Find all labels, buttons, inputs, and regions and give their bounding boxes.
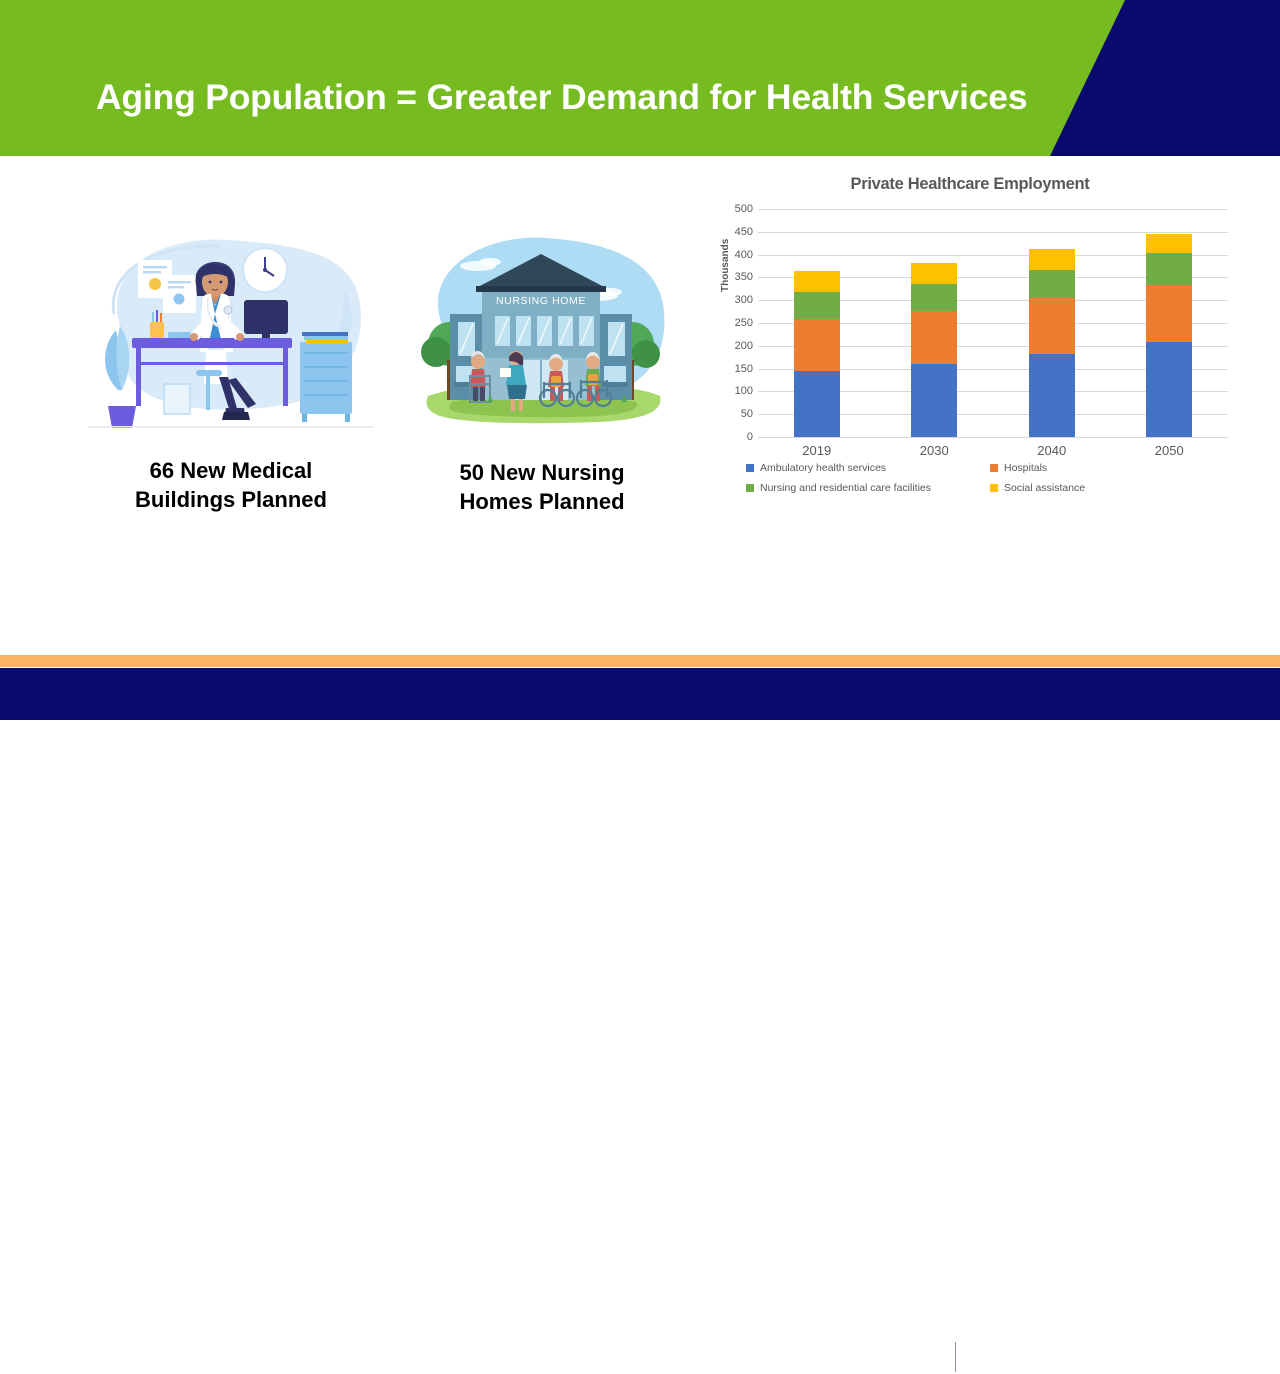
semcog-tagline: SOUTHEAST MICHIGAN COUNCIL OF GOVERNMENT… <box>970 1351 1232 1363</box>
chart-bar-segment[interactable] <box>1028 354 1075 437</box>
chart-bar-group[interactable] <box>1146 233 1193 437</box>
chart-gridline: 200 <box>735 340 1228 352</box>
slide-header: Aging Population = Greater Demand for He… <box>0 0 1280 156</box>
doctor-at-desk-icon <box>88 239 374 428</box>
legend-color-swatch <box>990 464 998 472</box>
nursing-home-building-icon: NURSING HOME <box>421 237 665 424</box>
semcog-logo: SEMCOG SOUTHEAST MICHIGAN COUNCIL OF GOV… <box>846 1340 1231 1374</box>
nursing-home-sign-text: NURSING HOME <box>496 295 586 307</box>
chart-gridline: 150 <box>735 363 1228 375</box>
logo-divider <box>955 1342 957 1372</box>
chart-bar-segment[interactable] <box>1146 253 1193 286</box>
chart-bar-segment[interactable] <box>1146 285 1193 343</box>
legend-label: Hospitals <box>1004 462 1048 474</box>
chart-bar-segment[interactable] <box>793 319 840 371</box>
footer-band: SEMCOG SOUTHEAST MICHIGAN COUNCIL OF GOV… <box>0 668 1280 1372</box>
chart-y-tick-label: 500 <box>734 203 753 215</box>
chart-legend-item[interactable]: Nursing and residential care facilities <box>746 482 990 494</box>
chart-bar-group[interactable] <box>911 262 958 437</box>
chart-gridline: 450 <box>735 226 1228 238</box>
chart-plot-area: 500 450 400 350 300 250 200 150 100 50 0 2019 2030 20… <box>735 203 1228 458</box>
chart-bar-segment[interactable] <box>1028 249 1075 271</box>
chart-y-tick-label: 50 <box>740 408 753 421</box>
chart-bar-segment[interactable] <box>911 262 958 285</box>
chart-bar-segment[interactable] <box>793 292 840 320</box>
legend-label: Nursing and residential care facilities <box>760 482 931 494</box>
chart-gridline: 50 <box>741 408 1228 420</box>
chart-bar-segment[interactable] <box>793 370 840 437</box>
chart-bar-segment[interactable] <box>911 311 958 365</box>
chart-gridline: 0 <box>747 431 1228 443</box>
chart-legend: Ambulatory health services Hospitals Nursi… <box>746 462 1226 494</box>
chart-bar-segment[interactable] <box>911 364 958 437</box>
chart-bar-segment[interactable] <box>1028 297 1075 355</box>
doctor-illustration <box>78 222 384 438</box>
footer-accent-bar <box>0 655 1280 667</box>
nursing-caption-line1: 50 New Nursing <box>459 460 625 485</box>
legend-color-swatch <box>990 484 998 492</box>
chart-gridline: 400 <box>735 249 1228 261</box>
chart-y-tick-label: 450 <box>734 225 753 238</box>
semcog-wordmark: SEMCOG <box>846 1343 942 1370</box>
chart-y-tick-label: 100 <box>734 385 753 398</box>
chart-gridline: 100 <box>735 385 1228 397</box>
chart-x-tick-label: 2050 <box>1154 443 1184 458</box>
chart-y-axis-title: Thousands <box>720 238 731 292</box>
legend-label: Social assistance <box>1004 482 1086 494</box>
chart-y-tick-label: 350 <box>734 271 753 284</box>
chart-bar-group[interactable] <box>1028 249 1075 437</box>
chart-y-tick-label: 200 <box>734 339 753 352</box>
chart-gridline: 250 <box>735 317 1228 329</box>
legend-label: Ambulatory health services <box>760 462 887 474</box>
chart-bar-group[interactable] <box>793 271 840 437</box>
chart-bar-segment[interactable] <box>1028 270 1075 298</box>
chart-y-tick-label: 400 <box>734 248 753 261</box>
chart-gridline: 300 <box>735 294 1228 306</box>
chart-x-tick-label: 2030 <box>919 443 949 458</box>
nursing-home-illustration: NURSING HOME <box>392 226 692 436</box>
private-healthcare-employment-chart: Private Healthcare Employment Thousands … <box>712 172 1228 510</box>
chart-x-tick-label: 2019 <box>802 443 832 458</box>
legend-color-swatch <box>746 484 754 492</box>
chart-bar-segment[interactable] <box>911 284 958 312</box>
chart-gridline: 500 <box>735 203 1228 215</box>
legend-color-swatch <box>746 464 754 472</box>
nursing-homes-caption: 50 New Nursing Homes Planned <box>392 458 692 516</box>
chart-y-tick-label: 150 <box>734 362 753 375</box>
nursing-caption-line2: Homes Planned <box>459 489 625 515</box>
chart-legend-item[interactable]: Hospitals <box>990 462 1226 474</box>
chart-bar-segment[interactable] <box>793 271 840 293</box>
chart-y-tick-label: 0 <box>746 431 753 443</box>
chart-y-tick-label: 250 <box>734 317 753 329</box>
slide-title: Aging Population = Greater Demand for He… <box>96 77 1028 117</box>
chart-bar-segment[interactable] <box>1146 233 1193 254</box>
chart-bar-segment[interactable] <box>1146 342 1193 437</box>
chart-title: Private Healthcare Employment <box>850 175 1090 193</box>
chart-y-tick-label: 300 <box>734 294 753 307</box>
header-green-band <box>0 0 1125 156</box>
medical-caption-line2: Buildings Planned <box>135 487 327 513</box>
medical-buildings-caption: 66 New Medical Buildings Planned <box>78 456 384 514</box>
chart-x-tick-label: 2040 <box>1037 443 1067 458</box>
chart-legend-item[interactable]: Social assistance <box>990 482 1226 494</box>
chart-gridline: 350 <box>735 271 1228 283</box>
chart-legend-item[interactable]: Ambulatory health services <box>746 462 990 474</box>
medical-caption-line1: 66 New Medical <box>149 458 313 483</box>
